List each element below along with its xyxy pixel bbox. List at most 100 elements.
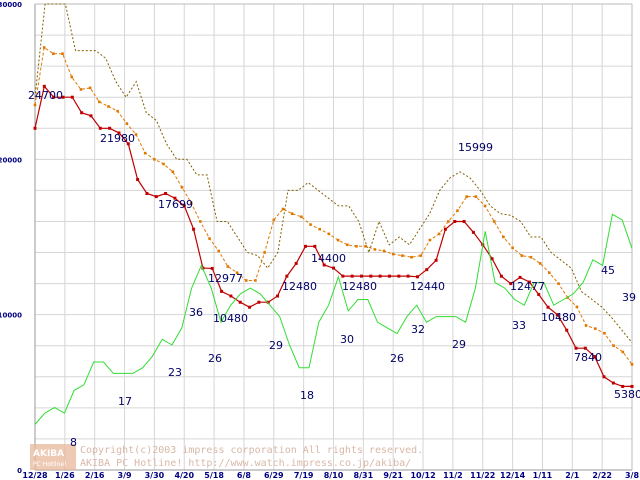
data-point	[490, 257, 494, 261]
data-point	[355, 245, 358, 248]
x-tick-label: 2/16	[85, 471, 105, 480]
data-point	[276, 294, 280, 298]
data-point	[294, 261, 298, 265]
data-point	[220, 289, 224, 293]
price-data-label: 24700	[28, 89, 63, 102]
data-point	[434, 258, 438, 262]
data-point	[509, 282, 513, 286]
data-point	[401, 254, 404, 257]
data-point	[304, 244, 308, 248]
data-point	[382, 249, 386, 253]
y-tick-label: 30000	[0, 1, 22, 9]
data-point	[98, 126, 102, 130]
data-point	[244, 279, 248, 282]
series-layer	[33, 3, 634, 425]
data-point	[483, 204, 487, 208]
data-point	[345, 243, 349, 247]
data-point	[341, 274, 345, 278]
data-point	[565, 328, 569, 332]
count-data-label: 17	[118, 395, 132, 408]
data-point	[108, 126, 112, 130]
data-point	[499, 274, 503, 278]
data-point	[387, 274, 391, 278]
data-point	[350, 274, 354, 278]
data-point	[529, 255, 533, 259]
akiba-logo	[30, 444, 76, 470]
akiba-logo-subtext: PC Hotline!	[33, 461, 66, 468]
data-point	[456, 209, 459, 212]
price-data-label: 12480	[342, 280, 377, 293]
data-point	[248, 305, 252, 309]
data-point	[447, 220, 450, 223]
data-point	[180, 185, 184, 189]
price-data-label: 10480	[213, 312, 248, 325]
data-point	[33, 126, 37, 130]
data-point	[107, 105, 110, 108]
x-tick-label: 5/18	[204, 471, 224, 480]
x-tick-label: 12/14	[500, 471, 526, 480]
data-point	[378, 274, 382, 278]
series-shop-count	[34, 213, 633, 425]
y-tick-label: 10000	[0, 312, 22, 320]
data-point	[235, 271, 239, 275]
copyright-text: Copyright(c)2003 impress corporation All…	[80, 445, 423, 456]
data-point	[603, 332, 606, 335]
data-point	[208, 237, 211, 240]
data-point	[70, 95, 74, 99]
price-data-label: 12477	[510, 280, 545, 293]
data-point	[538, 262, 542, 265]
data-point	[410, 255, 413, 259]
data-point	[192, 227, 196, 231]
akiba-logo-text: AKIBA	[33, 449, 64, 459]
data-point	[80, 111, 84, 115]
data-point	[602, 375, 606, 379]
data-point	[266, 300, 270, 304]
x-tick-label: 6/8	[237, 471, 251, 480]
data-point	[373, 248, 377, 251]
data-point	[42, 46, 46, 49]
price-data-label: 12440	[410, 280, 445, 293]
x-tick-label: 8/31	[354, 471, 374, 480]
data-point	[52, 95, 56, 99]
data-point	[462, 219, 466, 223]
data-point	[332, 266, 335, 270]
data-point	[425, 268, 429, 272]
count-data-label: 18	[300, 389, 314, 402]
count-data-label: 33	[512, 319, 526, 332]
price-data-label: 10480	[541, 311, 576, 324]
data-point	[518, 275, 522, 279]
data-point	[300, 215, 303, 219]
data-point	[61, 52, 64, 56]
data-point	[359, 274, 363, 278]
price-data-label: 7840	[574, 351, 602, 364]
data-point	[322, 263, 326, 267]
data-point	[611, 381, 615, 385]
data-point	[465, 195, 468, 198]
x-tick-label: 2/1	[565, 471, 579, 480]
count-data-label: 45	[601, 264, 615, 277]
data-point	[61, 95, 65, 99]
grid	[34, 3, 633, 471]
price-data-label: 5380	[614, 388, 640, 401]
data-point	[546, 305, 550, 309]
data-point	[548, 271, 551, 275]
data-point	[257, 300, 261, 304]
data-point	[415, 275, 419, 279]
y-tick-label: 0	[17, 467, 22, 475]
data-point	[593, 355, 597, 359]
data-point	[272, 218, 276, 222]
count-data-label: 29	[452, 338, 466, 351]
x-tick-label: 3/9	[118, 471, 132, 480]
data-point	[502, 235, 505, 239]
x-tick-label: 1/11	[533, 471, 553, 480]
data-point	[182, 204, 186, 208]
count-data-label: 36	[189, 306, 203, 319]
data-point	[199, 220, 202, 223]
count-data-label: 8	[70, 436, 77, 449]
data-point	[229, 294, 233, 298]
count-data-label: 39	[622, 291, 636, 304]
data-point	[217, 249, 220, 253]
data-point	[612, 344, 615, 348]
data-point	[391, 252, 395, 256]
data-point	[285, 274, 289, 278]
